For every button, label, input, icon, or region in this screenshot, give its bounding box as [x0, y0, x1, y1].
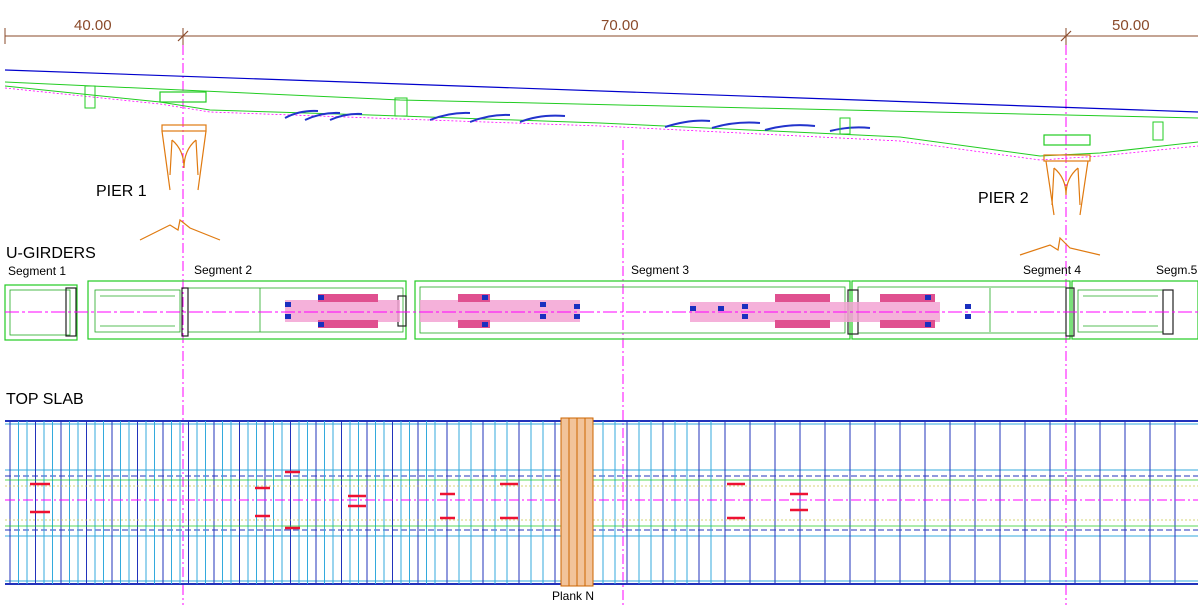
segment-5-label: Segm.5 — [1156, 263, 1198, 277]
dimension-line: 40.00 70.00 50.00 — [4, 17, 1198, 50]
slab-edges — [5, 420, 1198, 585]
pier-2 — [1019, 134, 1101, 256]
tendon-profiles — [284, 109, 871, 132]
slab-girder-webs — [5, 479, 1198, 527]
girder-tendon-blocks — [285, 294, 971, 328]
u-girders-title: U-GIRDERS — [6, 245, 96, 262]
girder-bottom-line — [4, 85, 1198, 157]
plank-n-highlight — [560, 417, 594, 587]
deck-top-line — [4, 69, 1198, 113]
segment-2-label: Segment 2 — [194, 263, 252, 277]
pier-1 — [139, 91, 221, 241]
top-slab-section: TOP SLAB — [5, 391, 1198, 603]
bridge-elevation: PIER 1 PIER 2 — [4, 69, 1198, 256]
top-slab-title: TOP SLAB — [6, 391, 84, 408]
pier-1-label: PIER 1 — [96, 183, 147, 200]
pier-2-label: PIER 2 — [978, 190, 1029, 207]
segment-1-label: Segment 1 — [8, 264, 66, 278]
slab-anchor-bars — [30, 470, 808, 530]
diaphragms — [84, 85, 1164, 141]
slab-plank-lines — [9, 421, 1176, 584]
segment-3-label: Segment 3 — [631, 263, 689, 277]
span-dimension-3: 50.00 — [1112, 17, 1150, 34]
span-dimension-1: 40.00 — [74, 17, 112, 34]
u-girders-section: U-GIRDERS Segment 1 Segment 2 Segment 3 … — [4, 245, 1198, 341]
slab-inner-edges — [5, 423, 1198, 582]
segment-4-label: Segment 4 — [1023, 263, 1081, 277]
girder-inner-lines — [9, 286, 1164, 336]
span-dimension-2: 70.00 — [601, 17, 639, 34]
plank-n-label: Plank N — [552, 589, 594, 603]
girder-segment-outlines — [4, 280, 1198, 341]
girder-dashed-line — [4, 87, 1198, 161]
deck-soffit-line — [4, 81, 1198, 119]
